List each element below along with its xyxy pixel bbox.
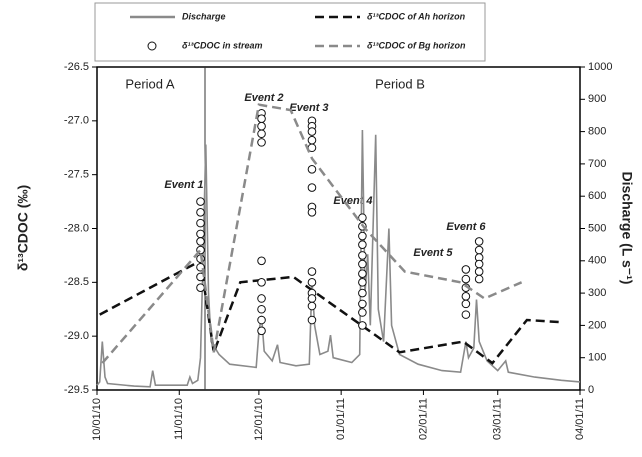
data-point xyxy=(257,256,266,266)
data-point xyxy=(257,138,266,147)
y2-tick-label: 400 xyxy=(588,255,606,267)
data-point xyxy=(257,278,266,287)
y-tick-label: -27.0 xyxy=(64,115,89,127)
data-point xyxy=(307,208,317,217)
event-label: Event 2 xyxy=(244,92,283,104)
data-point xyxy=(257,121,266,131)
y2-tick-label: 500 xyxy=(588,222,606,234)
y2-tick-label: 700 xyxy=(588,158,606,170)
event-label: Event 1 xyxy=(164,179,203,191)
data-point xyxy=(307,164,317,174)
period-label: Period A xyxy=(125,76,174,91)
data-point xyxy=(474,259,484,269)
event-label: Event 3 xyxy=(289,102,328,114)
data-point xyxy=(307,301,317,311)
y-tick-label: -28.5 xyxy=(64,276,89,288)
x-tick-label: 01/01/11 xyxy=(335,398,347,440)
data-point xyxy=(307,267,317,276)
data-point xyxy=(307,183,317,192)
legend-label: Discharge xyxy=(182,11,226,21)
data-point xyxy=(196,229,205,239)
data-point xyxy=(196,197,205,206)
data-point xyxy=(307,135,317,145)
legend-swatch xyxy=(147,41,157,51)
data-point xyxy=(474,267,484,276)
data-point xyxy=(358,259,367,269)
data-point xyxy=(461,310,471,319)
y-tick-label: -29.0 xyxy=(64,330,89,342)
y2-tick-label: 600 xyxy=(588,190,606,202)
data-point xyxy=(461,292,471,301)
y2-tick-label: 300 xyxy=(588,287,606,299)
data-point xyxy=(358,288,367,298)
data-point xyxy=(257,304,266,314)
data-point xyxy=(307,127,317,136)
data-point xyxy=(196,283,205,293)
data-point xyxy=(257,294,266,303)
legend-box xyxy=(94,2,486,62)
data-point xyxy=(474,237,484,246)
legend-label: δ¹³CDOC of Bg horizon xyxy=(367,40,466,50)
y-tick-label: -27.5 xyxy=(64,169,89,181)
y2-tick-label: 800 xyxy=(588,126,606,138)
period-label: Period B xyxy=(375,76,425,91)
y-tick-label: -29.5 xyxy=(64,384,89,396)
y2-tick-label: 900 xyxy=(588,93,606,105)
y-tick-label: -28.0 xyxy=(64,222,89,234)
event-label: Event 6 xyxy=(446,221,486,233)
data-point xyxy=(257,315,266,325)
data-point xyxy=(358,240,367,249)
data-point xyxy=(307,278,317,287)
data-point xyxy=(257,326,266,336)
x-tick-label: 10/01/10 xyxy=(91,398,103,441)
data-point xyxy=(461,274,471,284)
data-point xyxy=(358,213,367,223)
series-line xyxy=(96,129,581,388)
data-point xyxy=(307,315,317,325)
legend-label: δ¹³CDOC in stream xyxy=(182,40,263,50)
data-point xyxy=(196,208,205,217)
x-tick-label: 02/01/11 xyxy=(417,398,429,440)
data-point xyxy=(358,321,367,330)
series-line xyxy=(99,258,562,365)
data-point xyxy=(307,294,317,303)
x-tick-label: 03/01/11 xyxy=(492,398,504,440)
x-tick-label: 11/01/10 xyxy=(173,398,185,440)
event-label: Event 4 xyxy=(333,195,372,207)
data-point xyxy=(358,299,367,309)
data-point xyxy=(358,251,367,260)
data-point xyxy=(196,218,205,228)
y2-axis-title: Discharge (L s⁻¹) xyxy=(619,172,635,285)
event-label: Event 5 xyxy=(413,247,453,259)
y2-tick-label: 1000 xyxy=(588,61,612,73)
y2-tick-label: 0 xyxy=(588,384,594,396)
series-line xyxy=(101,103,523,364)
data-point xyxy=(358,231,367,241)
x-tick-label: 12/01/10 xyxy=(253,398,265,441)
data-point xyxy=(461,299,471,309)
x-tick-label: 04/01/11 xyxy=(574,398,586,440)
y2-tick-label: 100 xyxy=(588,352,606,364)
data-point xyxy=(196,237,205,246)
y-axis-title: δ¹³CDOC (‰) xyxy=(15,185,31,271)
data-point xyxy=(474,274,484,284)
y-tick-label: -26.5 xyxy=(64,61,89,73)
data-point xyxy=(358,269,367,279)
plot-frame xyxy=(96,66,581,391)
data-point xyxy=(257,129,266,139)
legend-label: δ¹³CDOC of Ah horizon xyxy=(367,11,466,21)
data-point xyxy=(358,278,367,287)
data-point xyxy=(461,265,471,274)
y2-tick-label: 200 xyxy=(588,319,606,331)
data-point xyxy=(257,114,266,123)
data-point xyxy=(358,308,367,317)
data-point xyxy=(474,245,484,255)
